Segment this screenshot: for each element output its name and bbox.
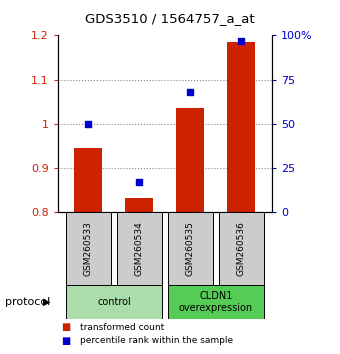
Bar xyxy=(66,285,162,319)
Text: ▶: ▶ xyxy=(43,297,50,307)
Point xyxy=(188,89,193,95)
Text: ■: ■ xyxy=(61,322,70,332)
Text: percentile rank within the sample: percentile rank within the sample xyxy=(80,336,233,345)
Bar xyxy=(176,108,204,212)
Bar xyxy=(125,198,153,212)
Text: protocol: protocol xyxy=(5,297,50,307)
Text: control: control xyxy=(97,297,131,307)
Text: transformed count: transformed count xyxy=(80,323,164,332)
Text: GSM260533: GSM260533 xyxy=(84,221,93,276)
Text: GSM260535: GSM260535 xyxy=(186,221,195,276)
Bar xyxy=(66,212,111,285)
Bar xyxy=(74,148,102,212)
Text: ■: ■ xyxy=(61,336,70,346)
Text: GSM260534: GSM260534 xyxy=(135,221,144,276)
Text: CLDN1
overexpression: CLDN1 overexpression xyxy=(179,291,253,313)
Bar xyxy=(168,285,264,319)
Text: GDS3510 / 1564757_a_at: GDS3510 / 1564757_a_at xyxy=(85,12,255,25)
Point xyxy=(239,38,244,44)
Point xyxy=(86,121,91,127)
Bar xyxy=(168,212,213,285)
Bar xyxy=(227,42,255,212)
Bar xyxy=(117,212,162,285)
Point xyxy=(137,179,142,185)
Bar xyxy=(219,212,264,285)
Text: GSM260536: GSM260536 xyxy=(237,221,246,276)
